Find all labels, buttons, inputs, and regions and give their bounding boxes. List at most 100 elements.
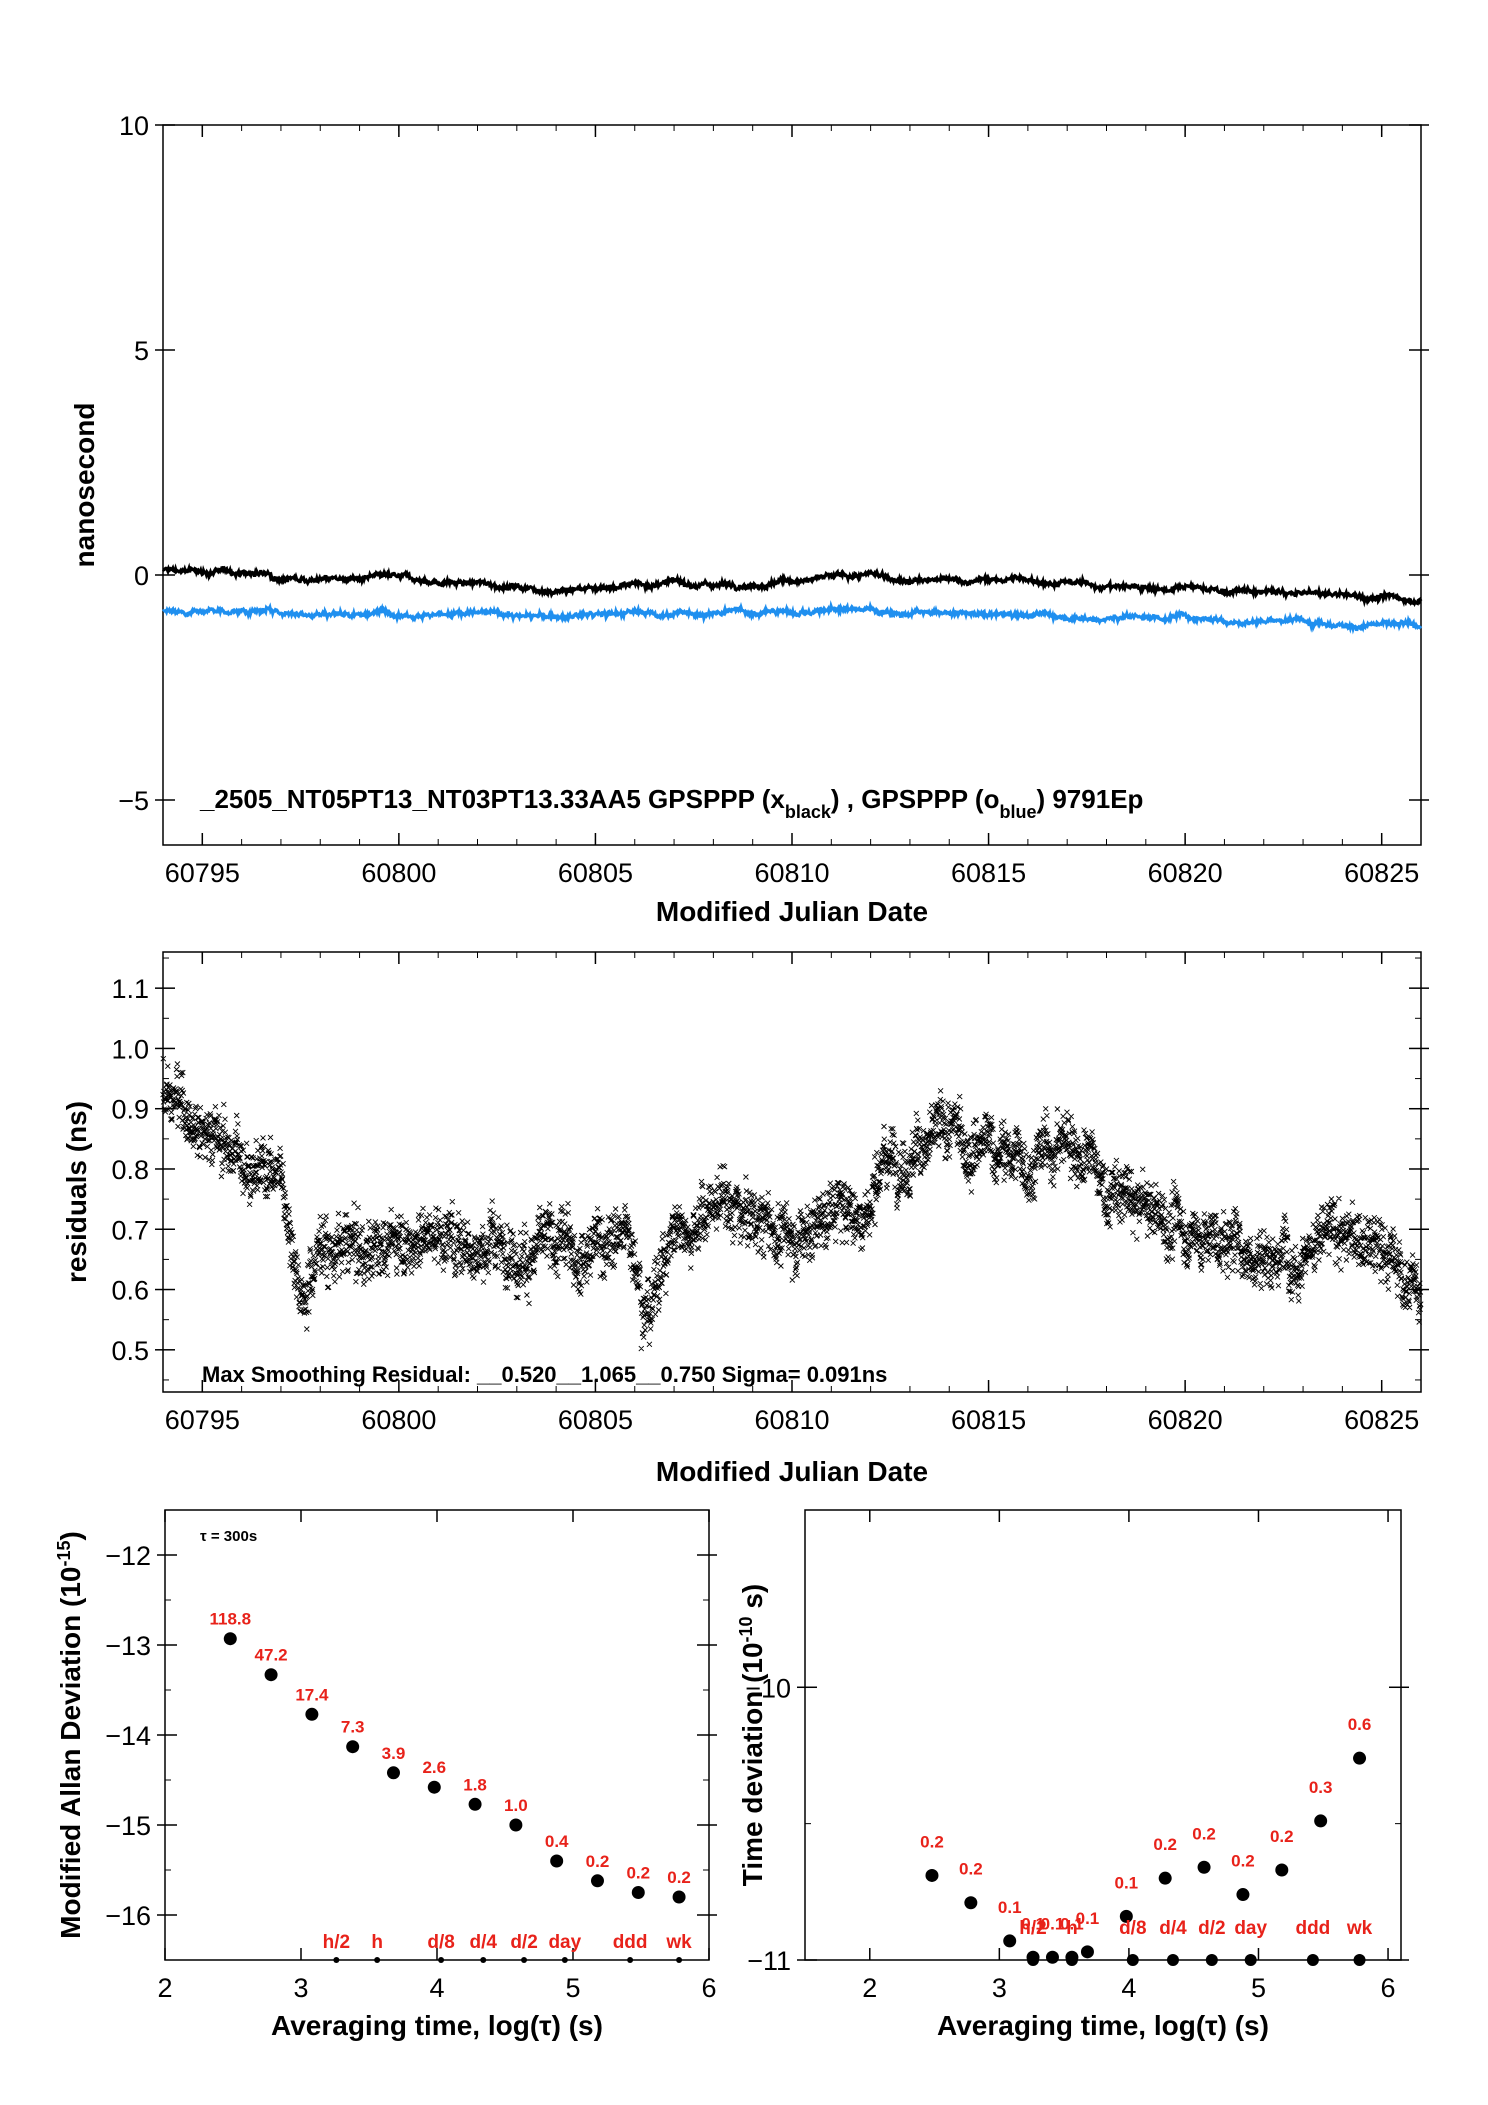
tdev-point bbox=[964, 1896, 978, 1910]
tdev-point-label: 0.2 bbox=[1192, 1824, 1216, 1843]
period-label: h bbox=[371, 1932, 383, 1953]
x-tick-label: 5 bbox=[1251, 1973, 1266, 2003]
y-axis-title: Time deviation (10-10 s) bbox=[736, 1584, 768, 1887]
x-tick-label: 60815 bbox=[951, 1405, 1026, 1435]
period-label: wk bbox=[665, 1932, 692, 1953]
period-marker bbox=[676, 1957, 683, 1963]
y-tick-label: 0.5 bbox=[111, 1336, 149, 1366]
adev-point bbox=[427, 1780, 441, 1794]
y-tick-label: −12 bbox=[105, 1541, 151, 1571]
period-marker bbox=[1027, 1954, 1040, 1966]
x-tick-label: 60825 bbox=[1344, 1405, 1419, 1435]
period-label: day bbox=[548, 1932, 581, 1953]
x-tick-label: 60795 bbox=[165, 858, 240, 888]
tdev-point bbox=[1197, 1860, 1211, 1874]
y-tick-label: 0.7 bbox=[111, 1215, 149, 1245]
adev-point bbox=[509, 1818, 523, 1832]
period-marker bbox=[1244, 1954, 1257, 1966]
period-label: d/4 bbox=[1159, 1918, 1187, 1939]
x-tick-label: 4 bbox=[1121, 1973, 1136, 2003]
adev-point bbox=[223, 1632, 237, 1646]
plot-frame bbox=[164, 1509, 710, 1961]
y-tick-label: 0.8 bbox=[111, 1155, 149, 1185]
series-line-blue bbox=[161, 600, 1423, 635]
tdev-point-label: 0.1 bbox=[1076, 1909, 1100, 1928]
adev-point-label: 2.6 bbox=[422, 1758, 446, 1777]
x-tick-label: 60810 bbox=[754, 858, 829, 888]
period-label: ddd bbox=[613, 1932, 648, 1953]
tdev-point-label: 0.1 bbox=[1041, 1914, 1065, 1933]
tdev-point-label: 0.1 bbox=[998, 1898, 1022, 1917]
adev-point bbox=[550, 1854, 564, 1868]
period-marker bbox=[333, 1957, 340, 1963]
series-annotation: _2505_NT05PT13_NT03PT13.33AA5 GPSPPP (xb… bbox=[199, 784, 1143, 822]
period-label: d/8 bbox=[427, 1932, 454, 1953]
adev-point-label: 0.2 bbox=[586, 1852, 610, 1871]
tdev-point bbox=[1080, 1945, 1094, 1959]
y-tick-label: −10 bbox=[745, 1673, 791, 1703]
x-tick-label: 60805 bbox=[558, 858, 633, 888]
adev-point-label: 17.4 bbox=[295, 1685, 329, 1704]
adev-point-label: 1.0 bbox=[504, 1796, 528, 1815]
x-tick-label: 6 bbox=[701, 1973, 716, 2003]
tdev-point-label: 0.1 bbox=[1115, 1873, 1139, 1892]
tdev-point bbox=[925, 1868, 939, 1882]
y-tick-label: 0.9 bbox=[111, 1095, 149, 1125]
x-axis-title: Averaging time, log(τ) (s) bbox=[271, 2010, 603, 2041]
period-label: h/2 bbox=[323, 1932, 350, 1953]
period-label: day bbox=[1234, 1918, 1267, 1939]
period-label: d/4 bbox=[470, 1932, 498, 1953]
period-marker bbox=[1205, 1954, 1218, 1966]
y-tick-label: −13 bbox=[105, 1631, 151, 1661]
y-tick-label: 10 bbox=[119, 111, 149, 141]
period-marker bbox=[521, 1957, 528, 1963]
tdev-point-label: 0.2 bbox=[1153, 1835, 1177, 1854]
tdev-point bbox=[1353, 1751, 1367, 1765]
plot-frame bbox=[804, 1509, 1402, 1961]
tdev-point bbox=[1045, 1950, 1059, 1964]
x-tick-label: 60815 bbox=[951, 858, 1026, 888]
tdev-point-label: 0.6 bbox=[1348, 1715, 1372, 1734]
adev-point bbox=[386, 1766, 400, 1780]
adev-point bbox=[305, 1707, 319, 1721]
time-series-panel: 60795 60800 60805 60810 60815 60820 60825 −5 0 5 1… bbox=[69, 111, 1429, 927]
tdev-point bbox=[1314, 1814, 1328, 1828]
adev-point-label: 47.2 bbox=[255, 1646, 288, 1665]
x-tick-label: 60795 bbox=[165, 1405, 240, 1435]
x-tick-label: 2 bbox=[157, 1973, 172, 2003]
period-marker bbox=[1166, 1954, 1179, 1966]
tau-note: τ = 300s bbox=[200, 1528, 257, 1545]
x-tick-label: 60800 bbox=[361, 1405, 436, 1435]
x-axis-title: Modified Julian Date bbox=[656, 1456, 928, 1487]
period-marker bbox=[480, 1957, 487, 1963]
tdev-point-label: 0.2 bbox=[959, 1860, 983, 1879]
tdev-point-label: 0.2 bbox=[920, 1832, 944, 1851]
adev-point-label: 3.9 bbox=[382, 1744, 406, 1763]
period-marker bbox=[1065, 1954, 1078, 1966]
residual-annotation: Max Smoothing Residual: __0.520__1.065__… bbox=[202, 1362, 887, 1387]
period-label: h/2 bbox=[1019, 1918, 1046, 1939]
period-label: d/2 bbox=[510, 1932, 537, 1953]
plot-frame bbox=[162, 124, 1422, 846]
adev-point bbox=[631, 1886, 645, 1899]
x-axis-title: Averaging time, log(τ) (s) bbox=[937, 2010, 1269, 2041]
y-tick-label: 0 bbox=[134, 561, 149, 591]
tdev-point bbox=[1158, 1871, 1172, 1885]
period-label: h bbox=[1066, 1918, 1078, 1939]
x-tick-label: 60825 bbox=[1344, 858, 1419, 888]
adev-point-label: 118.8 bbox=[209, 1610, 251, 1629]
y-tick-label: 5 bbox=[134, 336, 149, 366]
adev-point bbox=[672, 1890, 686, 1904]
series-line-black bbox=[161, 562, 1423, 608]
tdev-point bbox=[1236, 1888, 1250, 1902]
x-tick-label: 4 bbox=[429, 1973, 444, 2003]
adev-point-label: 0.4 bbox=[545, 1832, 569, 1851]
tdev-point bbox=[1003, 1934, 1017, 1948]
x-tick-label: 6 bbox=[1381, 1973, 1396, 2003]
y-tick-label: −5 bbox=[118, 786, 149, 816]
period-marker bbox=[1126, 1954, 1139, 1966]
y-tick-label: 0.6 bbox=[111, 1276, 149, 1306]
tdev-point-label: 0.2 bbox=[1231, 1852, 1255, 1871]
time-deviation-panel: 2 3 4 5 6−11−10 0.20.20.10.10.10.10.10.10.20… bbox=[736, 1509, 1409, 2041]
